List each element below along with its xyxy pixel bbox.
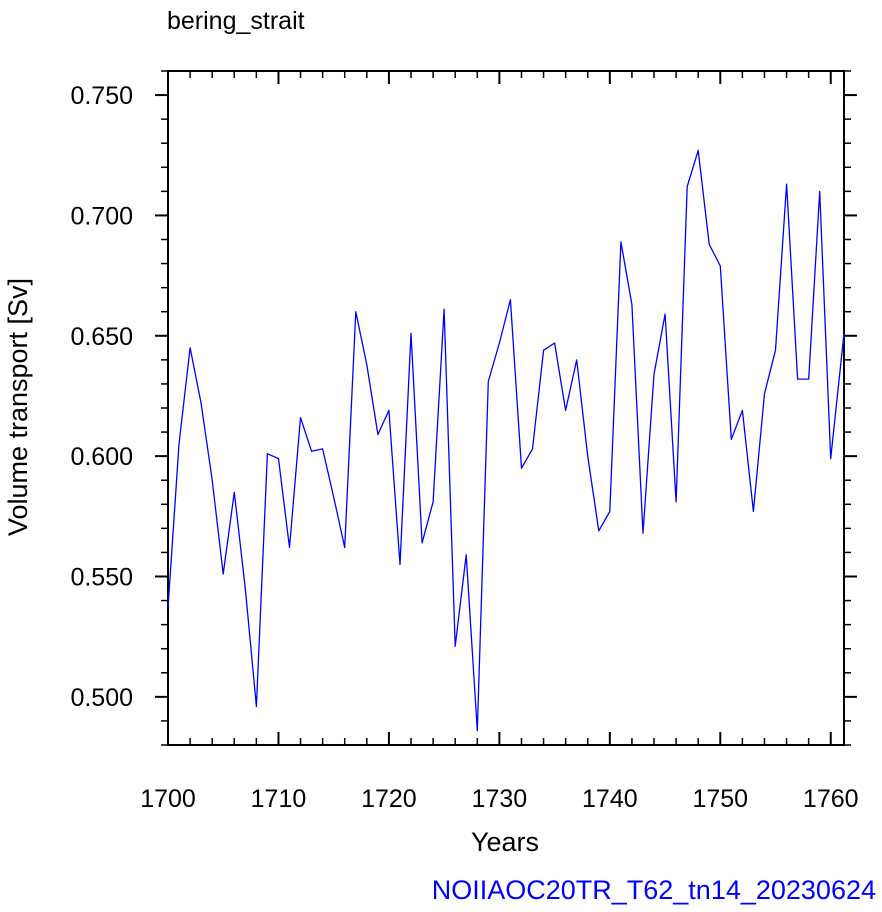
y-tick-label: 0.700 xyxy=(70,202,133,230)
minor-ticks xyxy=(161,70,851,746)
y-axis-label: Volume transport [Sv] xyxy=(3,278,33,536)
x-tick-label: 1740 xyxy=(582,785,638,813)
y-tick-label: 0.600 xyxy=(70,443,133,471)
y-tick-labels: 0.500 0.550 0.600 0.650 0.700 0.750 xyxy=(70,82,133,712)
plot-frame xyxy=(167,70,845,746)
x-tick-labels: 1700 1710 1720 1730 1740 1750 1760 xyxy=(140,785,858,813)
x-tick-label: 1700 xyxy=(140,785,196,813)
major-ticks xyxy=(155,71,857,745)
x-axis-label: Years xyxy=(471,827,539,857)
y-tick-label: 0.550 xyxy=(70,564,133,592)
x-tick-label: 1750 xyxy=(692,785,748,813)
run-id-footer: NOIIAOC20TR_T62_tn14_20230624 xyxy=(432,875,876,905)
y-tick-label: 0.750 xyxy=(70,82,133,110)
chart-title: bering_strait xyxy=(167,7,305,35)
series-line-1 xyxy=(167,149,845,732)
x-tick-label: 1760 xyxy=(803,785,859,813)
y-tick-label: 0.500 xyxy=(70,684,133,712)
series-group xyxy=(167,149,845,732)
plot-frame-rect xyxy=(167,70,845,746)
x-tick-label: 1710 xyxy=(251,785,307,813)
x-tick-label: 1730 xyxy=(472,785,528,813)
y-tick-label: 0.650 xyxy=(70,323,133,351)
x-tick-label: 1720 xyxy=(361,785,417,813)
